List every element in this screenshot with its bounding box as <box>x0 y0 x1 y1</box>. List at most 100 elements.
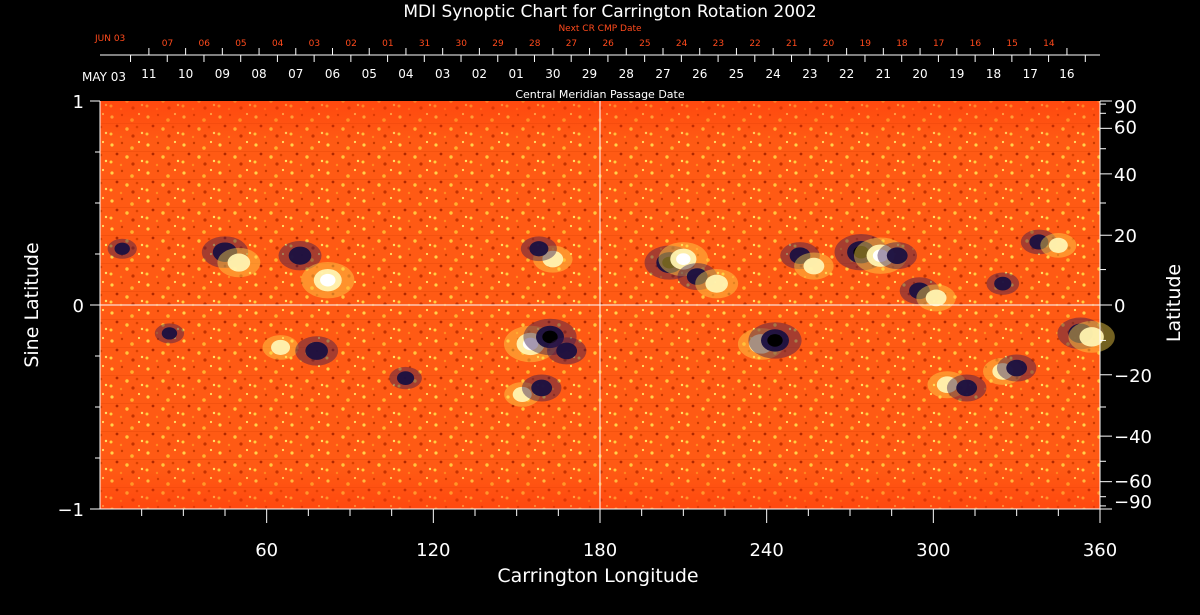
cmp-date-label: 29 <box>582 67 597 81</box>
next-cr-date-label: 27 <box>566 39 577 49</box>
cmp-date-label: 05 <box>362 67 377 81</box>
cmp-date-label: 24 <box>766 67 781 81</box>
cmp-date-label: 16 <box>1059 67 1074 81</box>
next-cr-date-label: 05 <box>235 39 246 49</box>
right-tick-label: 0 <box>1114 296 1125 317</box>
active-region-core <box>925 289 947 307</box>
next-cr-date-label: 16 <box>970 39 982 49</box>
right-tick-label: −60 <box>1114 472 1152 493</box>
x-tick-label: 300 <box>916 540 950 561</box>
x-axis-title: Carrington Longitude <box>497 565 698 587</box>
x-tick-label: 180 <box>583 540 617 561</box>
next-cr-date-label: 22 <box>749 39 760 49</box>
next-cr-date-label: 29 <box>492 39 504 49</box>
active-region-core <box>227 253 251 272</box>
next-cr-date-label: 30 <box>456 39 468 49</box>
active-region-center <box>542 330 558 344</box>
next-cr-date-label: 31 <box>419 39 430 49</box>
cmp-date-label: 28 <box>619 67 634 81</box>
next-cr-date-label: 21 <box>786 39 797 49</box>
active-region-core <box>1006 359 1028 377</box>
right-tick-label: 40 <box>1114 165 1137 186</box>
next-cr-date-label: 24 <box>676 39 688 49</box>
next-cr-date-label: 03 <box>309 39 320 49</box>
next-cr-date-label: 25 <box>639 39 650 49</box>
active-region-core <box>288 246 312 265</box>
active-region-core <box>556 342 578 360</box>
active-region-core <box>705 274 728 293</box>
cmp-date-label: 11 <box>141 67 156 81</box>
next-cr-date-label: 19 <box>859 39 871 49</box>
next-cr-date-label: 02 <box>345 39 356 49</box>
active-region-center <box>320 273 336 287</box>
right-tick-label: 90 <box>1114 97 1137 118</box>
next-cr-axis-label: Next CR CMP Date <box>558 24 642 34</box>
next-cr-month-label: JUN 03 <box>94 34 125 44</box>
cmp-date-label: 10 <box>178 67 193 81</box>
x-tick-label: 360 <box>1083 540 1117 561</box>
active-region-core <box>271 339 291 356</box>
active-region-core <box>789 247 811 264</box>
cmp-date-label: 20 <box>912 67 927 81</box>
active-region-core <box>1079 327 1104 347</box>
active-region-center <box>676 253 691 266</box>
active-region-core <box>542 250 564 268</box>
cmp-date-label: 27 <box>655 67 670 81</box>
active-region-core <box>886 247 908 264</box>
right-tick-label: −90 <box>1114 492 1152 513</box>
cmp-date-label: 23 <box>802 67 817 81</box>
cmp-axis-ticks <box>130 48 1086 62</box>
x-axis-ticks: 60 120 180 240 300 360 <box>141 509 1117 561</box>
cmp-date-label: 30 <box>545 67 560 81</box>
next-cr-date-label: 07 <box>162 39 173 49</box>
cmp-date-label: 18 <box>986 67 1001 81</box>
next-cr-date-label: 17 <box>933 39 944 49</box>
x-tick-label: 120 <box>416 540 450 561</box>
x-tick-label: 240 <box>749 540 783 561</box>
cmp-axis-label: Central Meridian Passage Date <box>515 88 684 101</box>
cmp-date-label: 03 <box>435 67 450 81</box>
right-tick-label: 20 <box>1114 226 1137 247</box>
next-cr-date-labels: 07 06 05 04 03 02 01 31 30 29 28 27 26 25 24 23 22 21 20 19… <box>162 39 1055 49</box>
left-axis-ticks: 1 0 −1 <box>57 92 100 521</box>
cmp-date-label: 25 <box>729 67 744 81</box>
next-cr-date-label: 15 <box>1006 39 1017 49</box>
right-axis-title: Latitude <box>1163 264 1185 342</box>
next-cr-date-label: 20 <box>823 39 835 49</box>
active-region-core <box>396 371 415 385</box>
cmp-date-label: 04 <box>398 67 413 81</box>
active-region-core <box>512 386 532 403</box>
next-cr-date-label: 26 <box>602 39 614 49</box>
active-region-core <box>909 282 930 300</box>
active-region-core <box>114 242 130 255</box>
cmp-date-label: 19 <box>949 67 964 81</box>
active-region-core <box>305 341 328 360</box>
cmp-date-label: 01 <box>508 67 523 81</box>
cmp-date-label: 02 <box>472 67 487 81</box>
active-region-core <box>803 257 825 275</box>
active-region-center <box>767 334 783 347</box>
cmp-date-label: 08 <box>251 67 266 81</box>
left-tick-label: 0 <box>73 296 84 317</box>
cmp-month-label: MAY 03 <box>82 70 126 84</box>
cmp-date-label: 09 <box>215 67 230 81</box>
next-cr-date-label: 18 <box>896 39 908 49</box>
active-region-core <box>686 268 708 285</box>
active-region-core <box>994 276 1012 291</box>
active-region-center <box>522 337 539 351</box>
active-regions <box>107 229 1115 407</box>
left-tick-label: 1 <box>73 92 84 113</box>
active-region-center <box>872 249 889 262</box>
cmp-date-labels: 11 10 09 08 07 06 05 04 03 02 01 30 29 28 27 26 25 24 23 22… <box>141 67 1074 81</box>
cmp-date-label: 26 <box>692 67 707 81</box>
cmp-date-label: 21 <box>876 67 891 81</box>
active-region-core <box>531 379 553 397</box>
left-axis-title: Sine Latitude <box>21 242 43 367</box>
right-tick-label: −40 <box>1114 427 1152 448</box>
active-region-core <box>956 379 978 397</box>
next-cr-date-label: 28 <box>529 39 541 49</box>
active-region-core <box>161 327 178 340</box>
